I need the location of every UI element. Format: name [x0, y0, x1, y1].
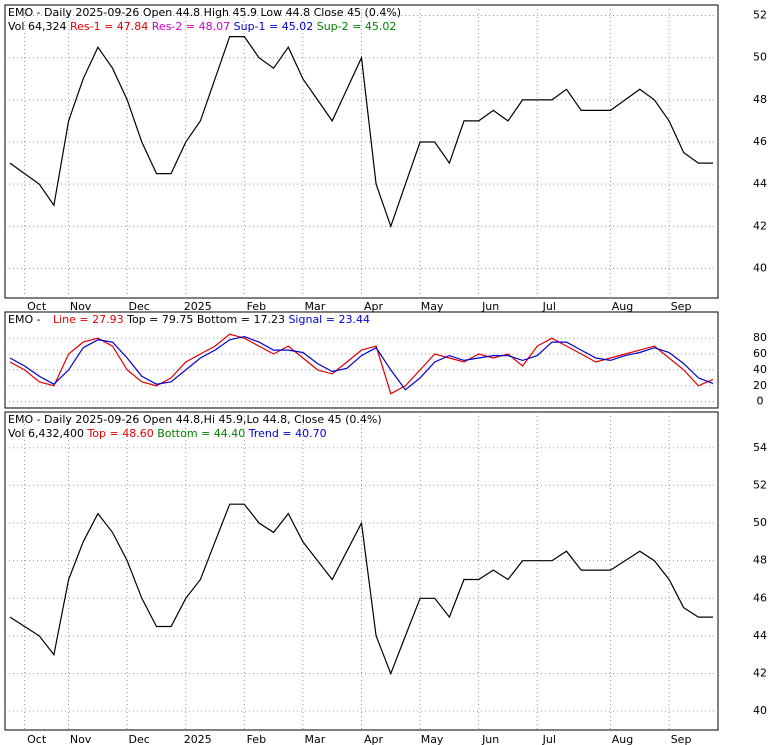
legend-item: Res-2 = 48.07	[152, 20, 230, 33]
x-tick-label: Nov	[70, 300, 92, 313]
y-tick-label: 40	[753, 363, 767, 376]
y-tick-label: 52	[753, 478, 767, 491]
legend-item: Sup-2 = 45.02	[317, 20, 397, 33]
x-tick-label: Apr	[364, 733, 384, 745]
x-tick-label: Mar	[305, 300, 326, 313]
x-tick-label: Feb	[247, 300, 266, 313]
y-tick-label: 46	[753, 591, 767, 604]
x-tick-label: Oct	[27, 300, 47, 313]
header-item: EMO -	[8, 313, 41, 326]
x-tick-label: Apr	[364, 300, 384, 313]
series-line	[9, 36, 713, 229]
y-tick-label: 48	[753, 554, 767, 567]
x-tick-label: Jul	[542, 733, 556, 745]
y-tick-label: 40	[753, 704, 767, 717]
legend-item: Line = 27.93	[53, 313, 124, 326]
y-tick-label: 44	[753, 177, 767, 190]
panel-header: EMO - Daily 2025-09-26 Open 44.8 High 45…	[8, 6, 401, 19]
header-item: EMO - Daily 2025-09-26 Open 44.8,Hi 45.9…	[8, 413, 382, 426]
x-tick-label: Nov	[70, 733, 92, 745]
panel-legend: Line = 27.93 Top = 79.75 Bottom = 17.23 …	[53, 313, 370, 326]
y-tick-label: 50	[753, 51, 767, 64]
legend-item: Top = 48.60	[86, 427, 153, 440]
panel-frame	[4, 4, 719, 299]
x-tick-label: Sep	[671, 733, 692, 745]
x-tick-label: Jul	[542, 300, 556, 313]
panel-frame	[4, 311, 719, 409]
legend-item: Trend = 40.70	[248, 427, 327, 440]
y-tick-label: 60	[753, 347, 767, 360]
y-tick-label: 54	[753, 441, 767, 454]
panel-header: EMO -	[8, 313, 41, 326]
legend-item: Vol 64,324	[8, 20, 66, 33]
y-tick-label: 0	[757, 395, 764, 408]
header-item: EMO - Daily 2025-09-26 Open 44.8 High 45…	[8, 6, 401, 19]
x-tick-label: Dec	[129, 733, 150, 745]
series-line	[9, 335, 714, 391]
y-tick-label: 40	[753, 261, 767, 274]
x-tick-label: Jun	[481, 733, 499, 745]
legend-item: Res-1 = 47.84	[70, 20, 148, 33]
x-tick-label: 2025	[184, 733, 212, 745]
y-tick-label: 50	[753, 516, 767, 529]
x-tick-label: May	[421, 300, 444, 313]
panel-header: EMO - Daily 2025-09-26 Open 44.8,Hi 45.9…	[8, 413, 382, 426]
legend-item: Vol 6,432,400	[8, 427, 84, 440]
legend-item: Bottom = 17.23	[197, 313, 285, 326]
legend-item: Bottom = 44.40	[157, 427, 245, 440]
legend-item: Top = 79.75	[126, 313, 193, 326]
panel-legend: Vol 64,324 Res-1 = 47.84 Res-2 = 48.07 S…	[8, 20, 396, 33]
x-tick-label: Dec	[129, 300, 150, 313]
y-tick-label: 42	[753, 219, 767, 232]
x-tick-label: Aug	[612, 300, 633, 313]
y-tick-label: 44	[753, 629, 767, 642]
series-line	[9, 503, 713, 676]
x-tick-label: Oct	[27, 733, 47, 745]
legend-item: Sup-1 = 45.02	[234, 20, 314, 33]
panel-frame	[4, 411, 719, 731]
x-tick-label: Aug	[612, 733, 633, 745]
x-tick-label: Mar	[305, 733, 326, 745]
x-tick-label: Sep	[671, 300, 692, 313]
y-tick-label: 48	[753, 93, 767, 106]
x-tick-label: May	[421, 733, 444, 745]
x-tick-label: Jun	[481, 300, 499, 313]
y-tick-label: 42	[753, 667, 767, 680]
y-tick-label: 52	[753, 9, 767, 22]
y-tick-label: 20	[753, 379, 767, 392]
series-line	[9, 333, 714, 395]
x-tick-label: 2025	[184, 300, 212, 313]
panel-legend: Vol 6,432,400 Top = 48.60 Bottom = 44.40…	[8, 427, 327, 440]
x-tick-label: Feb	[247, 733, 266, 745]
y-tick-label: 80	[753, 331, 767, 344]
y-tick-label: 46	[753, 135, 767, 148]
legend-item: Signal = 23.44	[288, 313, 370, 326]
